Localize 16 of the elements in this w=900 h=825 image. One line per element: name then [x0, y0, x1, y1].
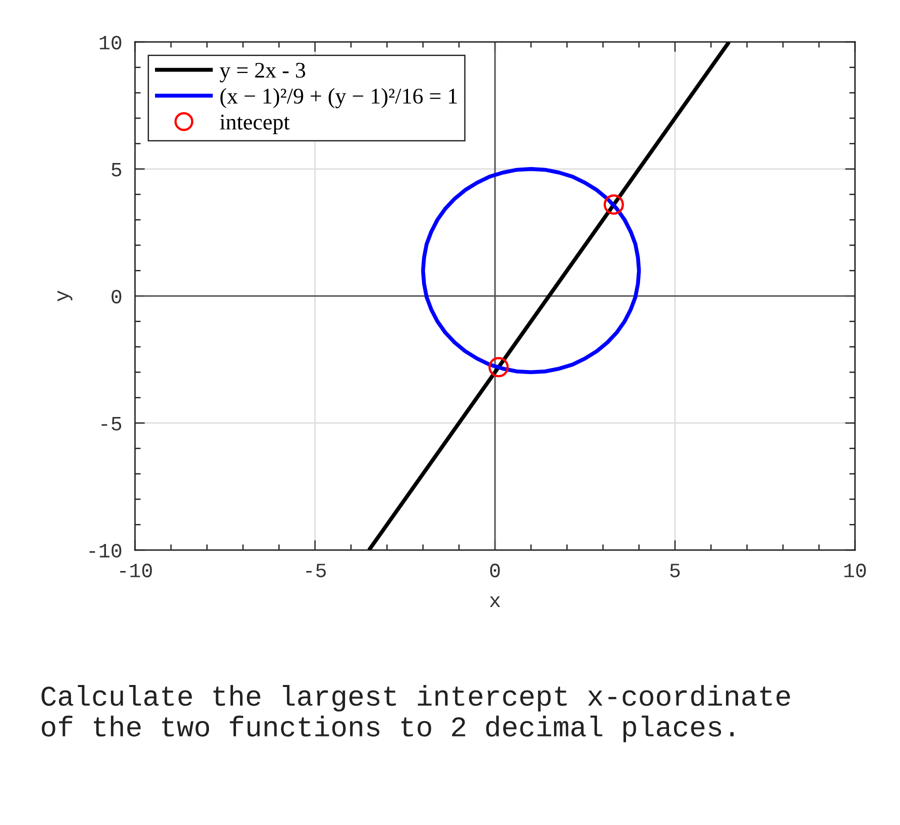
legend-label: y = 2x - 3	[220, 62, 306, 82]
legend-label: (x − 1)²/9 + (y − 1)²/16 = 1	[220, 88, 457, 108]
y-tick-label: 5	[112, 163, 122, 176]
x-tick-label: -10	[120, 564, 152, 578]
x-tick-label: 10	[844, 564, 866, 578]
y-tick-label: -5	[102, 417, 122, 431]
y-tick-label: 10	[100, 36, 122, 50]
y-axis-title: y	[58, 290, 72, 302]
y-tick-label: 0	[112, 290, 122, 304]
x-axis-title: x	[490, 596, 500, 608]
y-tick-label: -10	[90, 544, 122, 558]
x-tick-label: 0	[490, 564, 500, 578]
x-tick-label: 5	[670, 564, 680, 578]
text: Calculate the largest intercept x-coordinate of the two functions to 2 decimal places.	[42, 685, 790, 742]
x-tick-label: -5	[306, 564, 326, 578]
legend-label: intecept	[220, 114, 290, 134]
